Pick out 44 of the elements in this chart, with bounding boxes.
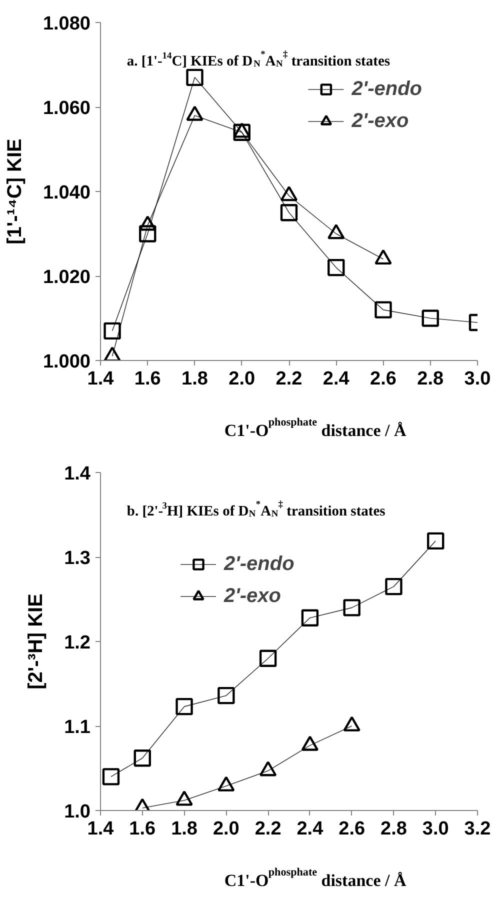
x-tick-label: 2.0 [212, 818, 240, 840]
legend-label: 2'-exo [352, 110, 409, 132]
y-tick-label: 1.3 [64, 548, 91, 569]
x-tick-label: 3.0 [422, 818, 449, 840]
legend-label: 2'-exo [224, 584, 282, 608]
x-tick-label: 2.2 [254, 818, 282, 840]
x-tick-label: 1.8 [171, 818, 198, 840]
point [301, 736, 319, 751]
point [259, 650, 277, 667]
point [176, 698, 193, 716]
y-tick-label: 1.060 [42, 98, 90, 119]
point [218, 686, 235, 704]
y-tick-label: 1.1 [64, 717, 91, 738]
y-tick-label: 1.040 [42, 182, 90, 204]
point [301, 609, 319, 626]
x-tick-label: 1.6 [129, 818, 156, 840]
y-tick-label: 1.4 [64, 464, 91, 484]
x-tick-label: 2.0 [228, 368, 256, 390]
point [385, 578, 402, 596]
y-tick-label: 1.080 [42, 14, 90, 34]
point [427, 532, 444, 550]
point [134, 798, 151, 810]
point [176, 790, 193, 806]
y-axis-title: [2'-³H] KIE [25, 594, 48, 690]
point [343, 599, 360, 616]
y-axis-title: [1'-¹⁴C] KIE [4, 138, 26, 244]
y-tick-label: 1.2 [64, 632, 91, 654]
y-tick-label: 1.020 [42, 267, 90, 288]
point [218, 776, 235, 792]
x-tick-label: 3.2 [464, 818, 491, 840]
x-tick-label: 1.8 [182, 368, 208, 390]
x-tick-label: 2.2 [276, 368, 302, 390]
point [259, 761, 277, 776]
point [343, 716, 360, 732]
x-tick-label: 2.8 [380, 818, 407, 840]
x-tick-label: 2.6 [338, 818, 366, 840]
x-tick-label: 2.8 [417, 368, 444, 390]
x-tick-label: 2.4 [322, 368, 350, 390]
x-tick-label: 1.6 [134, 368, 161, 390]
x-tick-label: 3.0 [464, 368, 491, 390]
x-tick-label: 2.4 [296, 818, 324, 840]
x-tick-label: 2.6 [370, 368, 396, 390]
legend-label: 2'-endo [224, 552, 294, 576]
legend-label: 2'-endo [352, 78, 422, 100]
